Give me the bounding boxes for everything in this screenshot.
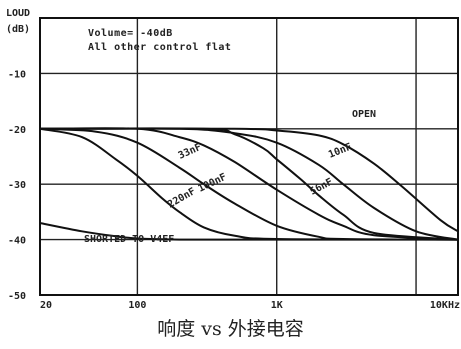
annotation-volume: Volume= -40dB <box>88 28 173 39</box>
plot-frame <box>39 17 459 296</box>
loudness-chart: 20 100 1K 10KHz -10 -20 -30 -40 -50 LOUD (dB) V… <box>6 8 460 310</box>
curve-label-open: OPEN <box>352 109 376 120</box>
y-tick-label: -10 <box>8 69 26 80</box>
series-line-33nf <box>39 127 459 241</box>
y-tick-label: -40 <box>8 236 26 247</box>
x-tick-labels: 20 100 1K 10KHz <box>40 300 460 310</box>
series-line-56nf <box>39 127 459 241</box>
y-axis-unit: (dB) <box>6 24 30 35</box>
grid-lines <box>40 18 458 295</box>
x-tick-label: 100 <box>128 300 146 310</box>
x-tick-label: 10KHz <box>430 300 460 310</box>
curve-label-220nf: 220nF <box>166 186 198 211</box>
series-line-shorted-to-v4ef <box>39 222 458 241</box>
series-curves <box>39 127 459 241</box>
x-tick-label: 20 <box>40 300 52 310</box>
y-tick-labels: -10 -20 -30 -40 -50 <box>8 69 26 302</box>
curve-label-33nf: 33nF <box>177 142 203 162</box>
curve-label-10nf: 10nF <box>327 142 353 161</box>
y-axis-title: LOUD <box>6 8 30 19</box>
curve-label-56nf: 56nF <box>308 177 334 198</box>
y-tick-label: -30 <box>8 180 26 191</box>
chart-caption: 响度 vs 外接电容 <box>157 318 304 340</box>
y-tick-label: -20 <box>8 125 26 136</box>
x-tick-label: 1K <box>271 300 283 310</box>
curve-label-100nf: 100nF <box>196 172 228 195</box>
annotation-controls: All other control flat <box>88 42 231 53</box>
curve-label-shorted: SHORTED TO V4EF <box>84 234 174 245</box>
series-line-open <box>39 127 459 233</box>
y-tick-label: -50 <box>8 291 26 302</box>
